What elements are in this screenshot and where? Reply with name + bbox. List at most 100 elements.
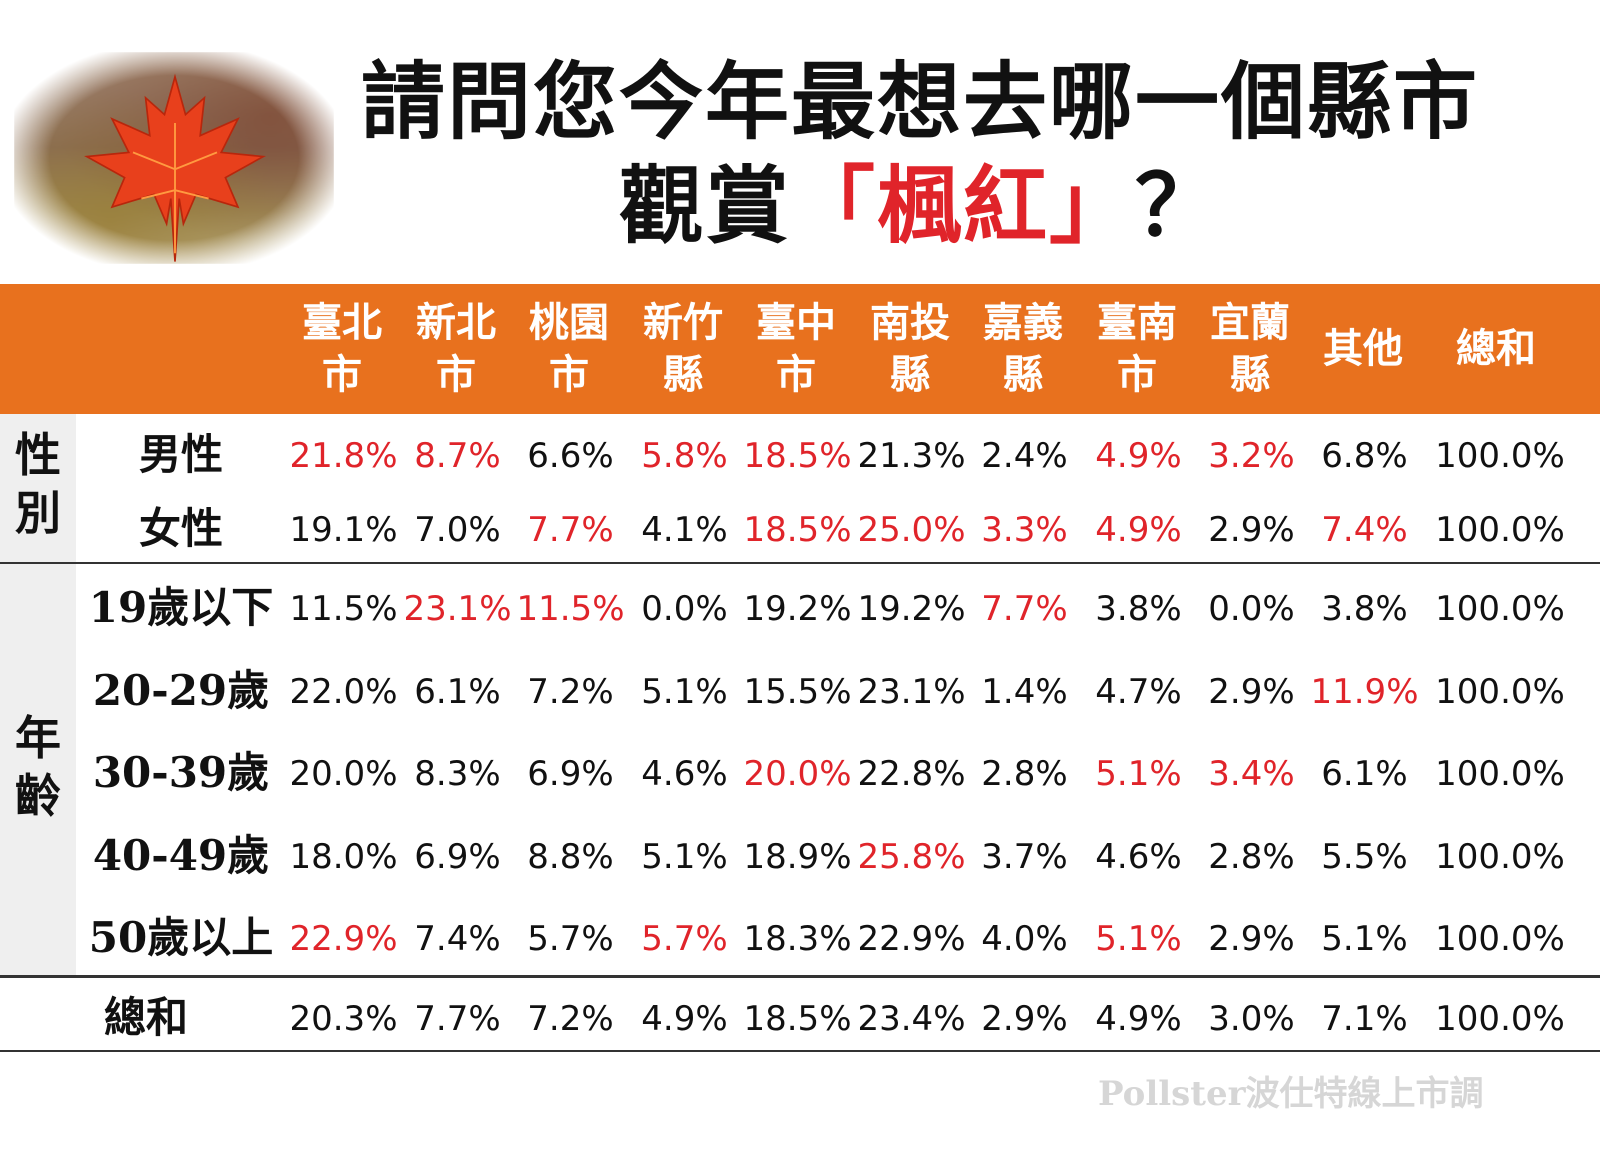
table-cell: 4.6%: [641, 754, 728, 794]
table-cell: 6.1%: [1321, 754, 1408, 794]
table-header-band: [0, 284, 1600, 414]
table-cell: 100.0%: [1435, 436, 1565, 476]
table-cell: 19.1%: [289, 510, 398, 550]
column-header: 新北 市: [416, 300, 496, 398]
table-cell: 15.5%: [743, 672, 852, 712]
column-header: 臺北 市: [302, 300, 382, 398]
table-cell: 5.1%: [1095, 919, 1182, 959]
table-cell: 100.0%: [1435, 754, 1565, 794]
page-title-line-1: 請問您今年最想去哪一個縣市: [360, 53, 1479, 151]
table-cell: 1.4%: [981, 672, 1068, 712]
table-cell: 3.2%: [1208, 436, 1295, 476]
table-cell: 18.5%: [743, 436, 852, 476]
table-cell: 5.1%: [641, 672, 728, 712]
table-cell: 19.2%: [857, 589, 966, 629]
table-cell: 2.8%: [1208, 837, 1295, 877]
table-cell: 20.0%: [289, 754, 398, 794]
title-suffix: ？: [1135, 157, 1222, 255]
table-cell: 2.9%: [1208, 919, 1295, 959]
row-label: 20-29歲: [92, 666, 270, 715]
table-cell: 25.8%: [857, 837, 966, 877]
table-cell: 3.0%: [1208, 999, 1295, 1039]
column-header: 宜蘭 縣: [1210, 300, 1290, 398]
table-cell: 6.1%: [414, 672, 501, 712]
row-label: 女性: [138, 504, 223, 553]
table-cell: 8.8%: [527, 837, 614, 877]
column-header: 嘉義 縣: [983, 300, 1063, 398]
table-cell: 18.9%: [743, 837, 852, 877]
table-cell: 18.0%: [289, 837, 398, 877]
table-cell: 11.5%: [516, 589, 625, 629]
page-title-line-2: 觀賞「楓紅」？: [330, 164, 1510, 248]
table-cell: 7.7%: [414, 999, 501, 1039]
table-cell: 4.9%: [641, 999, 728, 1039]
table-cell: 5.5%: [1321, 837, 1408, 877]
table-cell: 5.8%: [641, 436, 728, 476]
table-cell: 4.0%: [981, 919, 1068, 959]
table-cell: 20.0%: [743, 754, 852, 794]
table-cell: 2.8%: [981, 754, 1068, 794]
table-cell: 23.1%: [857, 672, 966, 712]
table-cell: 4.9%: [1095, 436, 1182, 476]
table-cell: 7.2%: [527, 672, 614, 712]
table-cell: 100.0%: [1435, 589, 1565, 629]
table-cell: 6.6%: [527, 436, 614, 476]
table-cell: 18.5%: [743, 510, 852, 550]
table-cell: 5.1%: [1321, 919, 1408, 959]
row-label: 總和: [103, 993, 188, 1042]
table-cell: 8.7%: [414, 436, 501, 476]
table-cell: 20.3%: [289, 999, 398, 1039]
column-header: 臺中 市: [756, 300, 836, 398]
table-cell: 7.1%: [1321, 999, 1408, 1039]
column-header: 臺南 市: [1097, 300, 1177, 398]
table-divider: [0, 1050, 1600, 1052]
table-cell: 3.7%: [981, 837, 1068, 877]
group-label-panel: [0, 414, 76, 976]
row-label: 30-39歲: [92, 748, 270, 797]
table-cell: 21.3%: [857, 436, 966, 476]
table-cell: 7.7%: [981, 589, 1068, 629]
table-cell: 7.0%: [414, 510, 501, 550]
table-cell: 3.8%: [1321, 589, 1408, 629]
row-group-label: 年 齡: [15, 711, 61, 823]
table-cell: 8.3%: [414, 754, 501, 794]
table-cell: 25.0%: [857, 510, 966, 550]
table-cell: 2.4%: [981, 436, 1068, 476]
table-cell: 11.5%: [289, 589, 398, 629]
table-divider: [0, 562, 1600, 564]
row-label: 19歲以下: [88, 583, 274, 632]
row-label: 50歲以上: [88, 913, 274, 962]
table-cell: 3.8%: [1095, 589, 1182, 629]
title-highlight: 「楓紅」: [790, 157, 1135, 255]
table-cell: 100.0%: [1435, 999, 1565, 1039]
table-cell: 22.9%: [857, 919, 966, 959]
table-cell: 2.9%: [981, 999, 1068, 1039]
column-header: 南投 縣: [870, 300, 950, 398]
table-cell: 4.9%: [1095, 999, 1182, 1039]
table-cell: 23.1%: [403, 589, 512, 629]
table-cell: 5.1%: [641, 837, 728, 877]
table-cell: 5.7%: [527, 919, 614, 959]
table-cell: 6.9%: [414, 837, 501, 877]
table-cell: 100.0%: [1435, 919, 1565, 959]
table-cell: 22.0%: [289, 672, 398, 712]
table-cell: 22.8%: [857, 754, 966, 794]
table-divider: [0, 975, 1600, 978]
table-cell: 7.2%: [527, 999, 614, 1039]
table-cell: 19.2%: [743, 589, 852, 629]
column-header: 新竹 縣: [643, 300, 723, 398]
table-cell: 100.0%: [1435, 837, 1565, 877]
table-cell: 5.1%: [1095, 754, 1182, 794]
maple-leaf-icon: [84, 73, 266, 262]
title-prefix: 觀賞: [618, 157, 791, 255]
column-header: 總和: [1456, 326, 1536, 372]
table-cell: 4.9%: [1095, 510, 1182, 550]
table-cell: 2.9%: [1208, 672, 1295, 712]
table-cell: 100.0%: [1435, 672, 1565, 712]
column-header: 桃園 市: [529, 300, 609, 398]
table-cell: 6.9%: [527, 754, 614, 794]
table-cell: 7.4%: [1321, 510, 1408, 550]
row-label: 男性: [138, 430, 223, 479]
table-cell: 3.4%: [1208, 754, 1295, 794]
table-cell: 7.4%: [414, 919, 501, 959]
